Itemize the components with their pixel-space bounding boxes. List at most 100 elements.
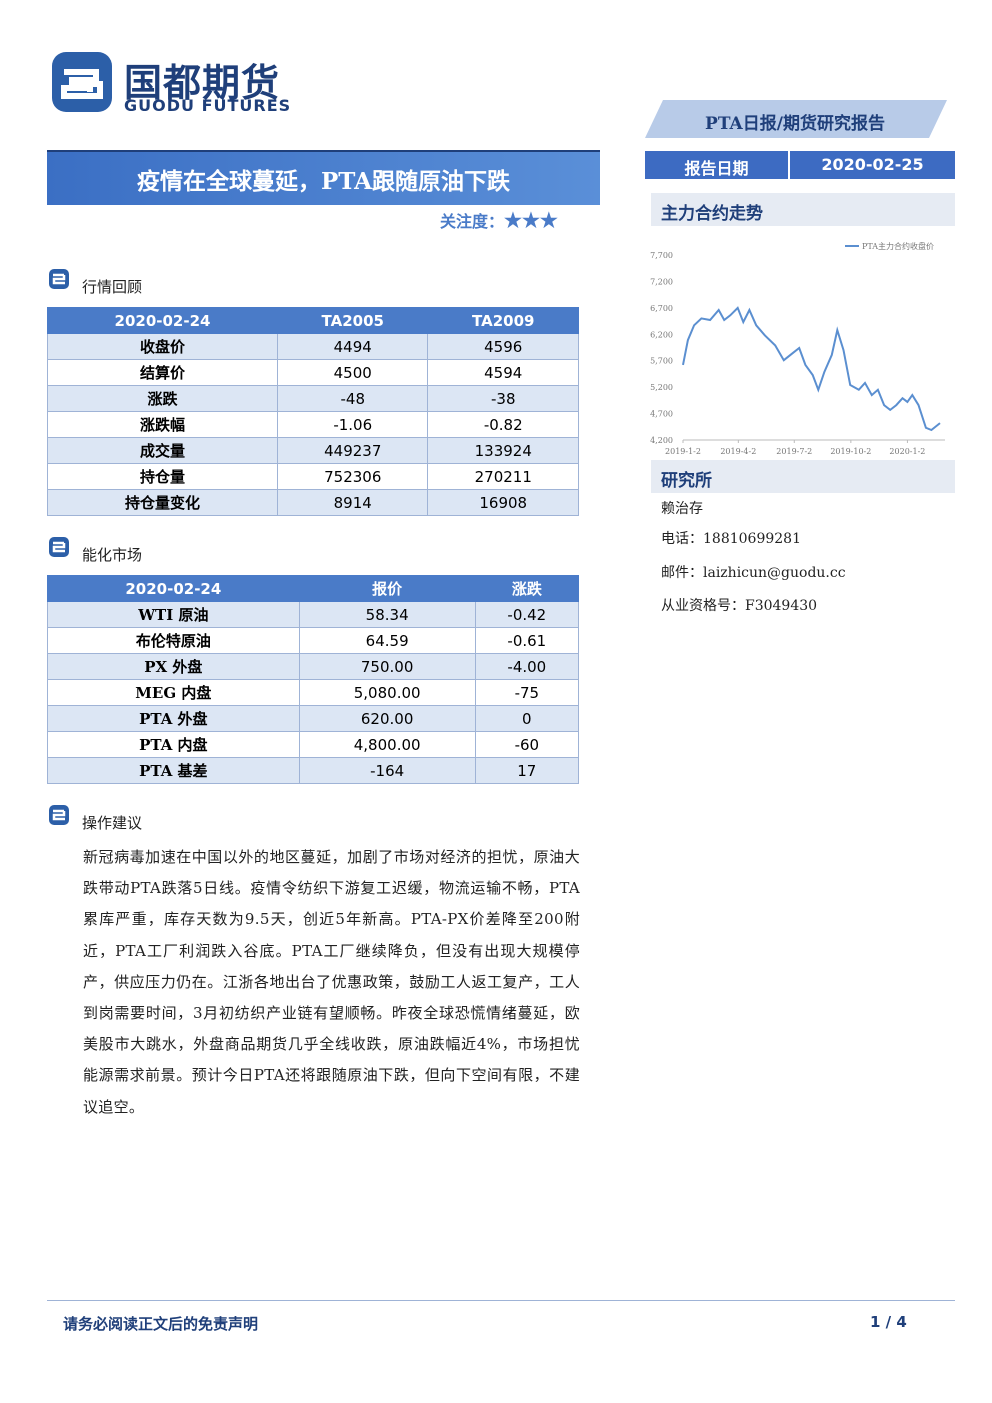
- table-cell: PX 外盘: [47, 653, 300, 680]
- institute-heading-bar: [651, 460, 955, 493]
- date-label: 报告日期: [684, 159, 749, 178]
- date-bar: [645, 151, 955, 179]
- analyst: 赖治存: [661, 501, 703, 517]
- table-cell: 270211: [427, 463, 579, 490]
- table-row: PTA 基差 -164 17: [47, 757, 580, 784]
- x-tick-label: 2020-1-2: [889, 447, 925, 456]
- title-bar: [47, 150, 600, 205]
- section-icon: [49, 269, 69, 289]
- table-cell: -38: [427, 385, 579, 412]
- table-cell: PTA 基差: [47, 757, 300, 784]
- y-tick-label: 6,700: [650, 304, 673, 313]
- table-cell: 涨跌幅: [47, 411, 278, 438]
- title: 疫情在全球蔓延，PTA跟随原油下跌: [137, 168, 510, 195]
- logo-icon: [52, 52, 112, 112]
- header-cell: 2020-02-24: [47, 307, 278, 334]
- table-cell: 4500: [276, 359, 429, 386]
- table-cell: PTA 外盘: [47, 705, 300, 732]
- table-row: PTA 外盘 620.00 0: [47, 705, 580, 732]
- table-cell: -0.61: [474, 627, 580, 654]
- table-cell: -0.42: [474, 601, 580, 628]
- table-cell: 4596: [427, 333, 579, 360]
- table-cell: 58.34: [298, 601, 476, 628]
- legend-label: PTA主力合约收盘价: [862, 241, 934, 251]
- y-tick-label: 6,200: [650, 330, 673, 339]
- table-cell: 752306: [276, 463, 429, 490]
- section-heading: 行情回顾: [82, 278, 143, 296]
- table-row: 结算价 4500 4594: [47, 359, 579, 386]
- table-cell: 涨跌: [47, 385, 278, 412]
- table-row: PX 外盘 750.00 -4.00: [47, 653, 580, 680]
- page-number: 1 / 4: [870, 1313, 907, 1331]
- table-cell: 620.00: [298, 705, 476, 732]
- y-tick-label: 5,200: [650, 383, 673, 392]
- section-heading: 操作建议: [82, 814, 143, 832]
- report-type-bg: [645, 100, 947, 138]
- table-row: 收盘价 4494 4596: [47, 333, 579, 360]
- table-cell: 4494: [276, 333, 429, 360]
- y-tick-label: 7,200: [650, 277, 673, 286]
- x-tick-label: 2019-7-2: [776, 447, 812, 456]
- phone: 电话：18810699281: [661, 531, 801, 547]
- table-header-row: 2020-02-24 TA2005 TA2009: [47, 307, 579, 334]
- header-cell: 涨跌: [474, 575, 580, 602]
- header-cell: 2020-02-24: [47, 575, 300, 602]
- table-cell: 750.00: [298, 653, 476, 680]
- attention-label: 关注度：: [440, 212, 505, 231]
- chart: 4,200 4,700 5,200 5,700 6,200 6,700 7,200 7,700…: [650, 241, 945, 456]
- energy-table: 2020-02-24 报价 涨跌 WTI 原油 58.34 -0.42 布伦特原油 64.59…: [47, 575, 580, 784]
- table-row: WTI 原油 58.34 -0.42: [47, 601, 580, 628]
- table-cell: -48: [276, 385, 429, 412]
- license: 从业资格号：F3049430: [661, 598, 818, 614]
- date-divider: [788, 151, 790, 179]
- table-cell: -75: [474, 679, 580, 706]
- table-row: 成交量 449237 133924: [47, 437, 579, 464]
- attention: 关注度：★★★: [440, 208, 558, 232]
- table-cell: MEG 内盘: [47, 679, 300, 706]
- table-cell: WTI 原油: [47, 601, 300, 628]
- table-cell: 收盘价: [47, 333, 278, 360]
- table-cell: -164: [298, 757, 476, 784]
- chart-heading-bar: [651, 193, 955, 226]
- table-row: 涨跌幅 -1.06 -0.82: [47, 411, 579, 438]
- table-cell: 133924: [427, 437, 579, 464]
- table-row: 涨跌 -48 -38: [47, 385, 579, 412]
- footer-rule: [47, 1300, 955, 1301]
- table-cell: 5,080.00: [298, 679, 476, 706]
- table-cell: 64.59: [298, 627, 476, 654]
- date: 2020-02-25: [821, 155, 924, 174]
- y-tick-label: 4,200: [650, 436, 673, 445]
- x-tick-label: 2019-4-2: [720, 447, 756, 456]
- table-row: MEG 内盘 5,080.00 -75: [47, 679, 580, 706]
- header-cell: TA2005: [276, 307, 429, 334]
- table-row: 持仓量 752306 270211: [47, 463, 579, 490]
- table-cell: 17: [474, 757, 580, 784]
- table-cell: 成交量: [47, 437, 278, 464]
- table-cell: -0.82: [427, 411, 579, 438]
- table-cell: 0: [474, 705, 580, 732]
- table-cell: 449237: [276, 437, 429, 464]
- chart-heading: 主力合约走势: [661, 204, 763, 224]
- table-row: PTA 内盘 4,800.00 -60: [47, 731, 580, 758]
- table-row: 持仓量变化 8914 16908: [47, 489, 579, 516]
- table-cell: -60: [474, 731, 580, 758]
- logo-cn: 国都期货: [124, 61, 281, 105]
- header-cell: 报价: [298, 575, 476, 602]
- table-cell: 持仓量变化: [47, 489, 278, 516]
- report-type: PTA日报/期货研究报告: [705, 114, 885, 134]
- table-cell: 结算价: [47, 359, 278, 386]
- section-heading: 能化市场: [82, 546, 143, 564]
- table-cell: 布伦特原油: [47, 627, 300, 654]
- x-tick-label: 2019-10-2: [830, 447, 871, 456]
- section-icon: [49, 805, 69, 825]
- table-cell: -4.00: [474, 653, 580, 680]
- market-table: 2020-02-24 TA2005 TA2009 收盘价 4494 4596 结算价 4500…: [47, 307, 579, 516]
- header-cell: TA2009: [427, 307, 579, 334]
- attention-stars: ★★★: [504, 208, 558, 232]
- table-cell: 16908: [427, 489, 579, 516]
- data-line: [682, 306, 941, 432]
- y-tick-label: 4,700: [650, 410, 673, 419]
- table-header-row: 2020-02-24 报价 涨跌: [47, 575, 580, 602]
- x-tick-label: 2019-1-2: [665, 447, 701, 456]
- y-tick-label: 5,700: [650, 357, 673, 366]
